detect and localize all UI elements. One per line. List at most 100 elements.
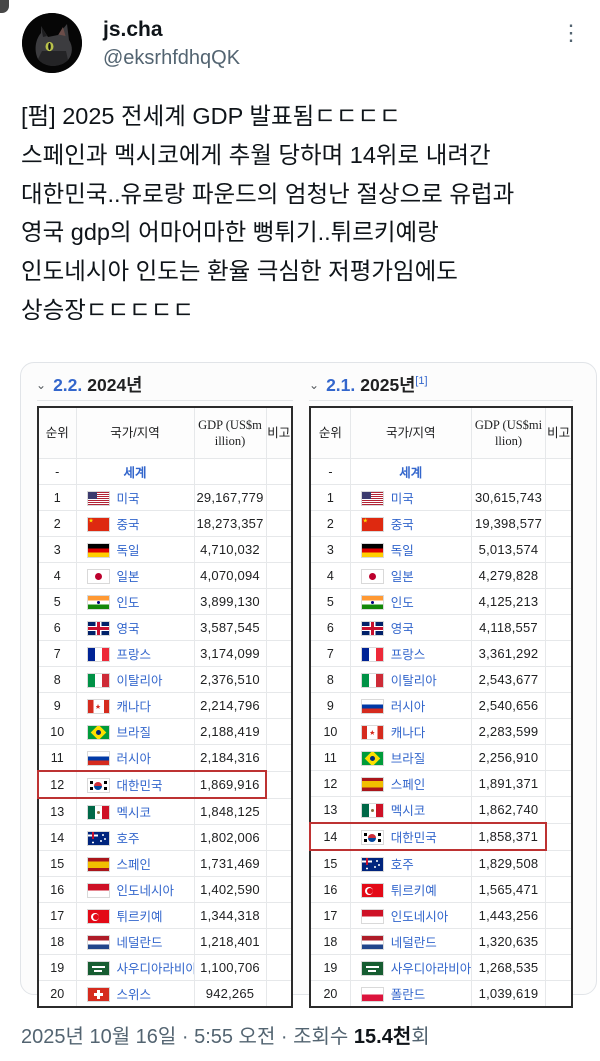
flag-cn-icon	[87, 518, 109, 531]
country-link[interactable]: 인도	[116, 596, 140, 610]
country-link[interactable]: 일본	[116, 570, 140, 584]
table-row: 5 인도 3,899,130	[37, 588, 293, 615]
chevron-down-icon[interactable]: ⌄	[309, 378, 320, 392]
note-cell	[545, 876, 573, 903]
country-link[interactable]: 독일	[390, 544, 414, 558]
section-title: 2025년	[360, 375, 416, 395]
table-row: 16 튀르키예 1,565,471	[309, 876, 573, 903]
world-link[interactable]: 세계	[399, 466, 423, 480]
country-link[interactable]: 폴란드	[390, 988, 426, 1002]
country-link[interactable]: 브라질	[390, 752, 426, 766]
country-link[interactable]: 멕시코	[116, 806, 152, 820]
country-link[interactable]: 인도네시아	[116, 884, 175, 898]
country-link[interactable]: 호주	[390, 858, 414, 872]
country-link[interactable]: 인도네시아	[390, 910, 449, 924]
country-link[interactable]: 프랑스	[390, 648, 426, 662]
flag-tr-icon	[87, 910, 109, 923]
gdp-cell: 4,279,828	[470, 562, 547, 589]
gdp-table-2025: 순위 국가/지역 GDP (US$million) 비고 - 세계 1 미국 30,61…	[308, 406, 573, 1008]
table-row: 11 브라질 2,256,910	[309, 744, 573, 771]
table-row: 1 미국 29,167,779	[37, 484, 293, 511]
country-link[interactable]: 일본	[390, 570, 414, 584]
flag-jp-icon	[87, 570, 109, 583]
note-cell	[545, 640, 573, 667]
country-link[interactable]: 스위스	[116, 988, 152, 1002]
gdp-table-2024: 순위 국가/지역 GDP (US$million) 비고 - 세계 1 미국 29,16…	[37, 406, 293, 1008]
flag-in-icon	[361, 596, 383, 609]
country-link[interactable]: 이탈리아	[390, 674, 437, 688]
rank-cell: -	[37, 458, 77, 485]
more-options-icon[interactable]: ⋮	[560, 20, 582, 45]
section-ref-link[interactable]: [1]	[415, 375, 428, 388]
country-link[interactable]: 호주	[116, 832, 140, 846]
rank-cell: 18	[309, 928, 351, 955]
section-number-link[interactable]: 2.1.	[326, 375, 356, 395]
table-row: 4 일본 4,070,094	[37, 562, 293, 589]
country-cell: 중국	[75, 510, 195, 537]
tweet-image-card[interactable]: ⌄ 2.2. 2024년 ⌄ 2.1. 2025년[1] 순위 국가/지역 GDP (U…	[20, 362, 597, 1008]
country-cell: 인도	[75, 588, 195, 615]
country-link[interactable]: 러시아	[116, 752, 152, 766]
flag-it-icon	[87, 674, 109, 687]
rank-cell: 11	[309, 744, 351, 771]
rank-cell: 10	[37, 718, 77, 745]
tweet-timestamp[interactable]: 2025년 10월 16일 · 5:55 오전 · 조회수	[21, 1026, 354, 1048]
table-row: 3 독일 5,013,574	[309, 536, 573, 563]
country-link[interactable]: 튀르키예	[116, 910, 163, 924]
flag-br-icon	[87, 726, 109, 739]
country-link[interactable]: 멕시코	[390, 804, 426, 818]
table-row: 7 프랑스 3,361,292	[309, 640, 573, 667]
country-link[interactable]: 스페인	[116, 858, 152, 872]
gdp-cell: 3,174,099	[193, 640, 267, 667]
country-link[interactable]: 영국	[390, 622, 414, 636]
section-number-link[interactable]: 2.2.	[53, 375, 83, 395]
country-link[interactable]: 프랑스	[116, 648, 152, 662]
note-cell	[265, 876, 293, 903]
country-link[interactable]: 영국	[116, 622, 140, 636]
country-cell: 브라질	[349, 744, 472, 771]
country-link[interactable]: 캐나다	[116, 700, 152, 714]
author-name[interactable]: js.cha	[103, 18, 163, 41]
country-cell: 인도	[349, 588, 472, 615]
country-cell: 네덜란드	[349, 928, 472, 955]
world-link[interactable]: 세계	[123, 466, 147, 480]
note-cell	[545, 744, 573, 771]
country-cell: 프랑스	[349, 640, 472, 667]
note-cell	[545, 928, 573, 955]
country-link[interactable]: 네덜란드	[116, 936, 163, 950]
note-cell	[265, 928, 293, 955]
note-cell	[265, 536, 293, 563]
country-link[interactable]: 캐나다	[390, 726, 426, 740]
country-link[interactable]: 사우디아라비아	[390, 962, 472, 976]
country-link[interactable]: 러시아	[390, 700, 426, 714]
country-link[interactable]: 이탈리아	[116, 674, 163, 688]
note-cell	[545, 484, 573, 511]
country-link[interactable]: 사우디아라비아	[116, 962, 194, 976]
country-link[interactable]: 네덜란드	[390, 936, 437, 950]
gdp-cell	[193, 458, 267, 485]
country-link[interactable]: 브라질	[116, 726, 152, 740]
country-link[interactable]: 인도	[390, 596, 414, 610]
note-cell	[545, 902, 573, 929]
note-cell	[545, 510, 573, 537]
chevron-down-icon[interactable]: ⌄	[36, 378, 47, 392]
country-link[interactable]: 중국	[116, 518, 140, 532]
gdp-cell: 1,731,469	[193, 850, 267, 877]
flag-tr-icon	[361, 884, 383, 897]
avatar[interactable]	[22, 13, 82, 73]
country-link[interactable]: 대한민국	[116, 779, 163, 793]
country-link[interactable]: 중국	[390, 518, 414, 532]
country-link[interactable]: 독일	[116, 544, 140, 558]
rank-cell: 15	[37, 850, 77, 877]
country-link[interactable]: 미국	[116, 492, 140, 506]
author-handle[interactable]: @eksrhfdhqQK	[103, 47, 241, 69]
country-link[interactable]: 대한민국	[390, 831, 437, 845]
table-row: 14 대한민국 1,858,371	[308, 822, 573, 851]
table-row: 9 캐나다 2,214,796	[37, 692, 293, 719]
country-link[interactable]: 미국	[390, 492, 414, 506]
rank-header: 순위	[309, 406, 351, 459]
country-link[interactable]: 스페인	[390, 778, 426, 792]
gdp-cell: 2,214,796	[193, 692, 267, 719]
note-cell	[265, 510, 293, 537]
country-link[interactable]: 튀르키예	[390, 884, 437, 898]
